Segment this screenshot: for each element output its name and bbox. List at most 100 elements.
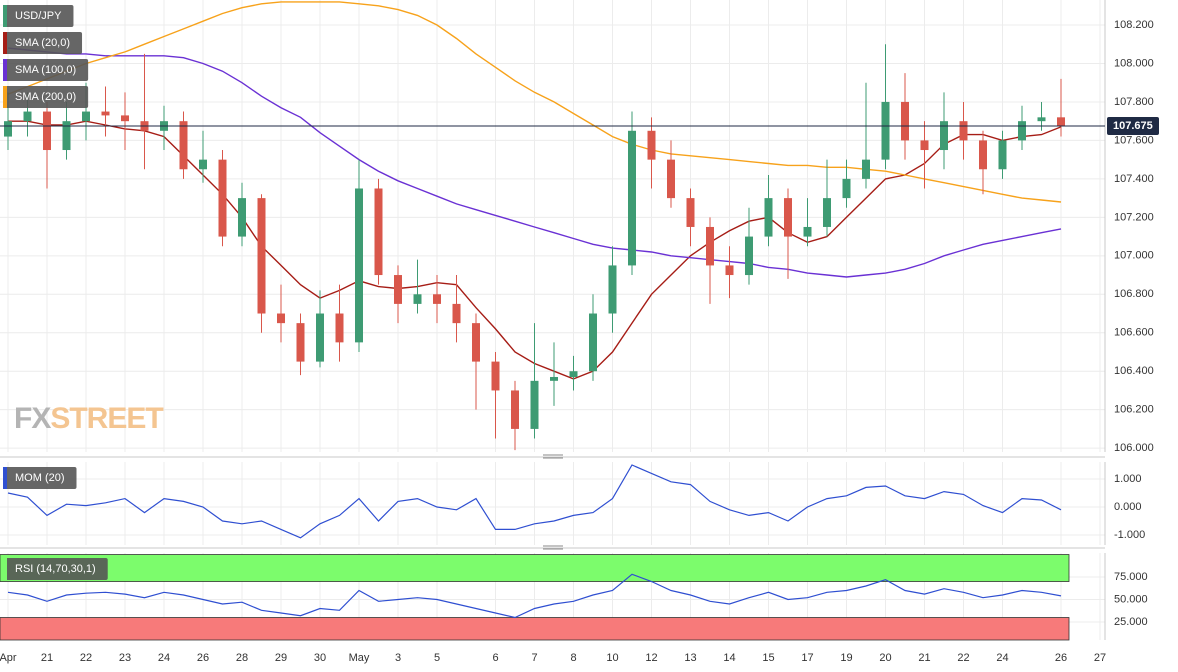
label-background (3, 5, 74, 27)
y-tick-label: 106.000 (1114, 442, 1154, 454)
x-tick-label: 12 (645, 652, 657, 664)
x-tick-label: 24 (158, 652, 170, 664)
candle-body (491, 361, 500, 391)
x-tick-label: 28 (236, 652, 248, 664)
candle-body (1057, 117, 1065, 126)
x-tick-label: 20 (879, 652, 891, 664)
y-tick-label: 106.600 (1114, 327, 1154, 339)
candle-body (667, 159, 675, 199)
x-tick-label: 22 (80, 652, 92, 664)
label-text: SMA (20,0) (15, 37, 70, 49)
candle-body (530, 380, 539, 429)
x-tick-label: 22 (957, 652, 969, 664)
x-tick-label: 3 (395, 652, 401, 664)
x-tick-label: 15 (762, 652, 774, 664)
candle-body (218, 159, 227, 237)
watermark-part: FX (14, 402, 51, 435)
candle-body (23, 111, 32, 122)
candle-body (238, 198, 246, 237)
candle-body (355, 188, 363, 343)
resize-handle[interactable] (543, 454, 563, 459)
candle-body (725, 265, 734, 276)
x-tick-label: 5 (434, 652, 440, 664)
candle-body (881, 101, 890, 160)
indicator-line (7, 464, 1062, 539)
candle-body (121, 115, 129, 122)
candle-body (608, 265, 617, 314)
x-tick-label: 7 (531, 652, 537, 664)
y-tick-label: 108.200 (1114, 19, 1154, 31)
bands (0, 554, 1070, 641)
candle-body (4, 121, 12, 137)
grid (0, 0, 1105, 640)
candle-body (452, 303, 461, 324)
y-tick-label: 107.800 (1114, 96, 1154, 108)
x-tick-label: 23 (119, 652, 131, 664)
candle-body (920, 140, 929, 151)
label-color-strip (3, 558, 7, 580)
rsi-band (0, 617, 1070, 641)
x-tick-label: 6 (492, 652, 498, 664)
candle-body (745, 236, 753, 276)
y-tick-label: 50.000 (1114, 593, 1148, 605)
y-tick-label: 106.400 (1114, 365, 1154, 377)
x-tick-label: 14 (723, 652, 735, 664)
y-tick-label: 107.200 (1114, 211, 1154, 223)
x-tick-label: Apr (0, 652, 17, 664)
label-text: SMA (200,0) (15, 91, 76, 103)
candle-body (257, 198, 266, 314)
candle-body (511, 390, 519, 429)
candle-body (959, 121, 968, 141)
last-price-label: 107.675 (1113, 120, 1153, 132)
y-tick-label: 107.000 (1114, 250, 1154, 262)
y-tick-label: 106.800 (1114, 288, 1154, 300)
resize-handle[interactable] (543, 545, 563, 550)
candle-body (940, 121, 948, 151)
rsi-band (0, 554, 1070, 582)
label-color-strip (3, 5, 7, 27)
x-tick-label: 21 (41, 652, 53, 664)
y-tick-label: 0.000 (1114, 501, 1142, 513)
label-background (3, 467, 77, 489)
label-color-strip (3, 86, 7, 108)
candle-body (686, 198, 695, 227)
candle-body (628, 130, 636, 266)
x-tick-label: 26 (197, 652, 209, 664)
label-color-strip (3, 32, 7, 54)
label-text: RSI (14,70,30,1) (15, 563, 96, 575)
candle-body (296, 323, 305, 362)
y-tick-label: 107.400 (1114, 173, 1154, 185)
candle-body (394, 275, 402, 304)
x-tick-label: 26 (1055, 652, 1067, 664)
x-tick-label: 10 (606, 652, 618, 664)
y-tick-label: 25.000 (1114, 616, 1148, 628)
label-text: MOM (20) (15, 472, 65, 484)
candle-body (842, 178, 851, 199)
candle-body (62, 121, 71, 151)
label-text: SMA (100,0) (15, 64, 76, 76)
candle-body (784, 198, 792, 237)
candle-body (823, 198, 831, 227)
x-tick-label: 30 (314, 652, 326, 664)
y-tick-label: 108.000 (1114, 57, 1154, 69)
candle-body (901, 101, 909, 141)
label-background (3, 59, 89, 81)
candle-body (82, 111, 90, 122)
candle-body (706, 226, 714, 266)
indicator-label: SMA (20,0) (3, 32, 83, 54)
y-tick-label: 1.000 (1114, 473, 1142, 485)
candle-body (647, 130, 656, 160)
indicator-label: RSI (14,70,30,1) (3, 558, 108, 580)
candle-body (1018, 121, 1026, 141)
label-text: USD/JPY (15, 10, 62, 22)
candle-body (764, 198, 773, 237)
label-color-strip (3, 59, 7, 81)
candle-body (43, 111, 51, 151)
candle-body (569, 371, 578, 377)
candle-body (862, 159, 870, 179)
indicator-label: MOM (20) (3, 467, 77, 489)
label-color-strip (3, 467, 7, 489)
candle-body (979, 140, 987, 170)
candle-body (101, 111, 110, 116)
